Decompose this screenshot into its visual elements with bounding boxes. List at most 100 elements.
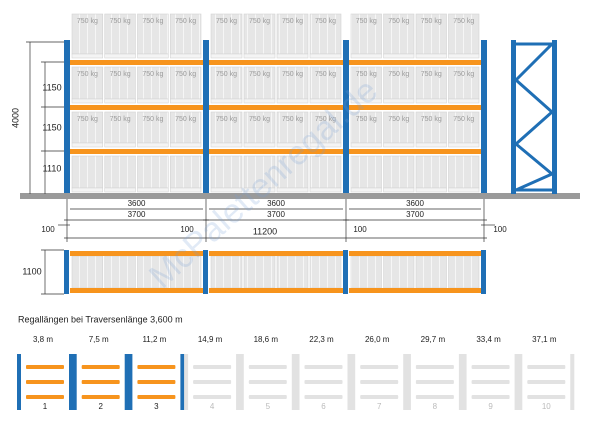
config-beam: [137, 395, 176, 399]
pallet: [383, 255, 415, 289]
pallet-base: [448, 187, 480, 193]
beam-length: 3600: [128, 199, 146, 208]
config-length: 11,2 m: [142, 335, 166, 344]
pallet-base: [170, 98, 202, 104]
config-number: 4: [210, 402, 215, 411]
pallet: [383, 13, 415, 55]
pallet-load: 750 kg: [249, 71, 270, 78]
pallet-load: 750 kg: [453, 116, 474, 123]
config-post: [180, 354, 185, 410]
beam: [349, 60, 481, 65]
config-post: [518, 354, 523, 410]
pallet-load: 750 kg: [216, 18, 237, 25]
pallet-load: 750 kg: [315, 18, 336, 25]
config-beam: [471, 365, 510, 369]
pallet: [448, 111, 480, 144]
pallet: [415, 66, 447, 100]
pallet-load: 750 kg: [421, 18, 442, 25]
pallet-base: [448, 98, 480, 104]
clearance-label: 100: [353, 225, 367, 234]
pallet-base: [104, 142, 136, 148]
level-label: 1150: [42, 122, 61, 132]
pallet-base: [383, 53, 415, 59]
config-beam: [415, 380, 454, 384]
beam: [70, 288, 203, 293]
pallet-base: [104, 187, 136, 193]
config-number: 6: [321, 402, 326, 411]
frame-post: [552, 40, 557, 194]
beam: [70, 251, 203, 256]
side-frame: [511, 40, 557, 194]
pallet-load: 750 kg: [77, 71, 98, 78]
config-post: [347, 354, 352, 410]
pallet: [350, 111, 382, 144]
config-beam: [248, 365, 287, 369]
config-post: [403, 354, 408, 410]
pallet-base: [71, 98, 103, 104]
config-beam: [137, 380, 176, 384]
config-beam: [26, 395, 64, 399]
upright: [64, 40, 70, 194]
config-beam: [360, 395, 399, 399]
pallet-base: [415, 187, 447, 193]
upright: [64, 250, 69, 294]
pallet: [169, 111, 202, 144]
config-post: [124, 354, 129, 410]
config-beam: [193, 395, 232, 399]
pallet-base: [448, 53, 480, 59]
pallet-load: 750 kg: [249, 116, 270, 123]
config-number: 2: [98, 402, 103, 411]
caption: Regallängen bei Traversenlänge 3,600 m: [18, 314, 183, 324]
pallet-base: [350, 98, 382, 104]
depth-label: 1100: [22, 266, 41, 276]
config-post: [72, 354, 77, 410]
bay-length: 3700: [406, 210, 424, 219]
pallet-load: 750 kg: [142, 71, 163, 78]
pallet-load: 750 kg: [175, 18, 196, 25]
pallet-base: [415, 53, 447, 59]
pallet-load: 750 kg: [216, 116, 237, 123]
config-beam: [81, 395, 120, 399]
clearance-label: 100: [41, 225, 55, 234]
config-post: [351, 354, 356, 410]
frame-bracing: [513, 42, 556, 192]
pallet-base: [243, 53, 276, 59]
pallet: [104, 66, 136, 100]
pallet: [383, 66, 415, 100]
config-length: 26,0 m: [365, 335, 390, 344]
pallet: [104, 255, 136, 289]
config-beam: [415, 365, 454, 369]
beam-length: 3600: [267, 199, 285, 208]
upright: [481, 40, 487, 194]
pallet-load: 750 kg: [282, 18, 303, 25]
pallet: [383, 155, 415, 189]
clearance-label: 100: [493, 225, 507, 234]
pallet-load: 750 kg: [421, 71, 442, 78]
config-post: [570, 354, 575, 410]
pallet: [415, 255, 447, 289]
pallet-base: [383, 187, 415, 193]
pallet-load: 750 kg: [356, 71, 377, 78]
pallet-base: [276, 53, 309, 59]
pallet-load: 750 kg: [356, 116, 377, 123]
pallet-base: [309, 142, 342, 148]
pallet-load: 750 kg: [315, 71, 336, 78]
upright: [343, 40, 349, 194]
config-beam: [81, 365, 120, 369]
pallet: [137, 111, 169, 144]
config-length: 29,7 m: [421, 335, 446, 344]
config-beam: [26, 365, 64, 369]
pallet-base: [71, 142, 103, 148]
pallet: [415, 155, 447, 189]
config-post: [514, 354, 519, 410]
pallet: [243, 66, 276, 100]
pallet: [276, 66, 309, 100]
pallet-base: [415, 142, 447, 148]
config-beam: [248, 380, 287, 384]
config-post: [291, 354, 296, 410]
config-number: 10: [542, 402, 551, 411]
pallet-base: [210, 98, 243, 104]
pallet: [276, 13, 309, 55]
pallet-load: 750 kg: [356, 18, 377, 25]
pallet-base: [383, 142, 415, 148]
